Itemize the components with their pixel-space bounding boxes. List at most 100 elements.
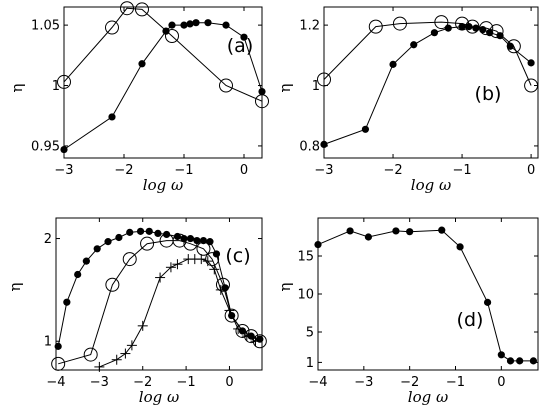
data-point	[186, 234, 195, 243]
series-plus	[94, 254, 261, 372]
data-point	[82, 257, 90, 265]
data-point	[172, 233, 187, 248]
data-point	[126, 340, 137, 351]
x-tick-label: −1	[446, 375, 465, 390]
series-line	[317, 229, 534, 362]
data-point	[489, 24, 504, 39]
series-filled-circle	[60, 19, 266, 154]
data-point	[183, 236, 198, 251]
data-point	[392, 16, 407, 31]
data-point	[506, 39, 521, 54]
data-point	[165, 28, 179, 43]
x-tick-label: −1	[177, 375, 196, 390]
data-point	[204, 19, 212, 27]
data-point	[524, 78, 539, 93]
x-tick-label: 0	[240, 163, 248, 178]
x-axis-label: log ω	[408, 388, 448, 406]
data-point	[136, 227, 145, 235]
data-point	[165, 262, 176, 273]
data-point	[224, 305, 235, 316]
data-point	[126, 228, 134, 236]
data-point	[314, 241, 322, 249]
data-point	[57, 74, 71, 89]
y-tick-label: 1.05	[31, 19, 60, 34]
y-tick-label: 1.2	[299, 19, 320, 34]
data-point	[465, 19, 480, 34]
data-point	[430, 29, 439, 37]
panel-b: −3 −2 −1 0 0.8 1 1.2 log ω η (b)	[276, 6, 539, 194]
data-point	[406, 228, 414, 236]
data-point	[527, 59, 535, 67]
data-point	[145, 227, 153, 235]
data-point	[483, 298, 492, 306]
x-tick-label: −2	[133, 375, 152, 390]
panel-a: −3 −2 −1 0 0.95 1 1.05 log ω η (a)	[8, 1, 269, 194]
y-axis-label: η	[276, 283, 294, 292]
y-tick-label: 2	[44, 232, 52, 247]
data-point	[258, 87, 266, 96]
data-point	[135, 2, 149, 17]
data-point	[233, 323, 244, 334]
data-point	[410, 41, 418, 49]
data-point	[154, 229, 162, 238]
data-point	[115, 233, 123, 242]
data-point	[219, 78, 233, 93]
data-point	[180, 21, 188, 29]
data-point	[224, 308, 239, 323]
data-point	[122, 252, 137, 267]
plot-frame	[55, 217, 263, 371]
data-point	[172, 259, 183, 270]
x-tick-label: −2	[400, 375, 419, 390]
y-axis-label: η	[8, 84, 26, 93]
data-point	[255, 94, 269, 109]
x-tick-label: −3	[90, 375, 109, 390]
data-point	[516, 357, 524, 365]
data-point	[196, 254, 207, 265]
x-tick-label: −2	[383, 163, 402, 178]
data-point	[438, 226, 446, 234]
data-point	[111, 354, 122, 365]
y-tick-label: 1	[44, 335, 52, 350]
y-tick-label: 0.8	[299, 139, 320, 154]
y-tick-label: 5	[306, 326, 314, 341]
y-tick-label: 1	[306, 356, 314, 371]
data-point	[317, 72, 331, 87]
data-point	[235, 323, 250, 338]
series-line	[63, 7, 263, 102]
data-point	[215, 277, 230, 292]
data-point	[173, 232, 182, 241]
data-point	[320, 140, 328, 149]
data-point	[108, 113, 116, 121]
x-tick-label: −3	[314, 163, 333, 178]
series-line	[323, 21, 532, 86]
data-point	[497, 351, 505, 359]
data-point	[506, 357, 515, 365]
data-point	[54, 342, 62, 350]
x-tick-label: −1	[452, 163, 471, 178]
data-point	[368, 19, 383, 34]
data-point	[206, 238, 214, 246]
series-open-circle	[317, 15, 539, 93]
data-point	[138, 60, 146, 68]
data-point	[458, 23, 466, 31]
data-point	[120, 1, 134, 16]
y-tick-label: 10	[297, 288, 314, 303]
data-point	[168, 21, 176, 29]
data-point	[137, 320, 148, 331]
data-point	[104, 238, 112, 246]
x-tick-label: −3	[354, 375, 373, 390]
data-point	[364, 233, 373, 241]
data-point	[140, 236, 155, 251]
data-point	[240, 33, 248, 41]
data-point	[93, 245, 101, 253]
data-point	[444, 24, 452, 32]
series-filled-circle	[314, 226, 538, 365]
data-point	[392, 227, 400, 235]
data-point	[192, 19, 200, 27]
series-open-circle	[51, 233, 267, 371]
x-tick-label: 0	[527, 163, 535, 178]
data-point	[74, 270, 82, 279]
y-axis-label: η	[6, 283, 24, 292]
